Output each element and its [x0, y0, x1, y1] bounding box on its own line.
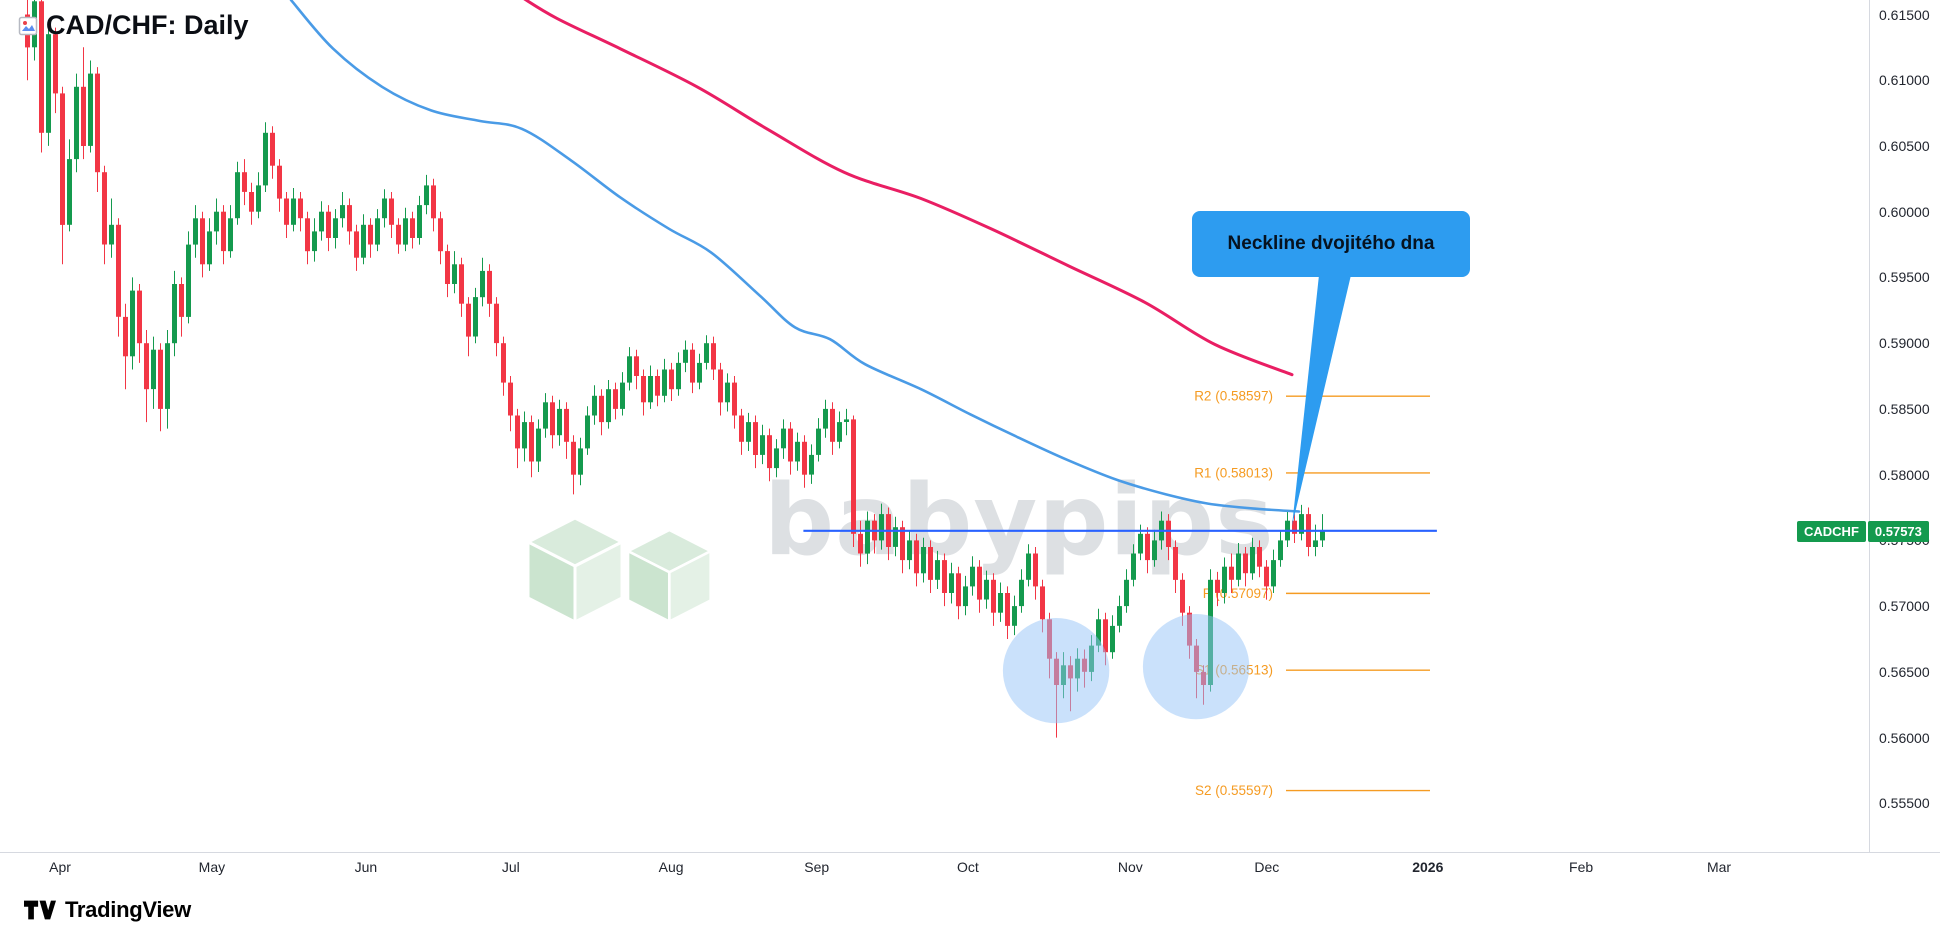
pivot-level-label: R1 (0.58013)	[1194, 465, 1273, 480]
tradingview-logo[interactable]: TradingView	[24, 897, 191, 923]
candlesticks	[25, 0, 1325, 738]
time-tick-label: Dec	[1254, 859, 1280, 875]
ma-fast-line	[289, 0, 1301, 513]
pivot-level-label: P (0.57097)	[1203, 586, 1273, 601]
chart-title: CAD/CHF: Daily	[18, 10, 249, 41]
time-tick-label: Oct	[957, 859, 979, 875]
price-pill: 0.57573	[1867, 520, 1929, 542]
price-tick-label: 0.60500	[1879, 137, 1930, 154]
price-tick-label: 0.56500	[1879, 663, 1930, 680]
time-tick-label: Jun	[354, 859, 378, 875]
price-tick-label: 0.55500	[1879, 795, 1930, 812]
tradingview-logo-text: TradingView	[65, 897, 191, 922]
time-tick-label: Sep	[804, 859, 830, 875]
price-axis[interactable]: 0.61500 0.61000 0.60500 0.60000 0.59500 0.590…	[1869, 0, 1940, 852]
neckline-callout[interactable]: Neckline dvojitého dna	[1192, 211, 1470, 277]
price-tick-label: 0.61000	[1879, 72, 1930, 89]
time-tick-label: Nov	[1117, 859, 1143, 875]
time-axis[interactable]: Apr May Jun Jul Aug Sep Oct Nov Dec 2026 Feb Mar	[0, 852, 1940, 881]
price-tick-label: 0.61500	[1879, 6, 1930, 23]
price-tick-label: 0.59000	[1879, 335, 1930, 352]
time-tick-label: Jul	[501, 859, 520, 875]
instrument-icon	[18, 16, 38, 35]
pivot-level-label: R2 (0.58597)	[1194, 389, 1273, 404]
callout-text: Neckline dvojitého dna	[1227, 233, 1435, 254]
price-chart-canvas[interactable]: R2 (0.58597)R1 (0.58013)P (0.57097)S1 (0…	[0, 0, 1869, 852]
time-tick-label: May	[198, 859, 226, 875]
symbol-pill: CADCHF	[1797, 520, 1866, 542]
time-tick-label: Aug	[658, 859, 684, 875]
price-tick-label: 0.57000	[1879, 598, 1930, 615]
price-tick-label: 0.58500	[1879, 400, 1930, 417]
ma-slow-line	[523, 0, 1294, 377]
price-tick-label: 0.59500	[1879, 269, 1930, 286]
time-tick-label: Apr	[49, 859, 71, 875]
price-tick-label: 0.60000	[1879, 203, 1930, 220]
tradingview-logo-icon	[24, 900, 56, 920]
pivot-levels: R2 (0.58597)R1 (0.58013)P (0.57097)S1 (0…	[1194, 389, 1430, 798]
double-bottom-highlight[interactable]	[1142, 614, 1250, 720]
double-bottom-highlight[interactable]	[1002, 618, 1110, 724]
last-price-badge: CADCHF 0.57573	[1797, 520, 1929, 542]
time-tick-label: 2026	[1412, 859, 1444, 875]
price-tick-label: 0.56000	[1879, 729, 1930, 746]
pivot-level-label: S2 (0.55597)	[1195, 783, 1273, 798]
chart-title-text: CAD/CHF: Daily	[46, 10, 249, 40]
time-tick-label: Feb	[1569, 859, 1594, 875]
time-tick-label: Mar	[1706, 859, 1732, 875]
price-tick-label: 0.58000	[1879, 466, 1930, 483]
